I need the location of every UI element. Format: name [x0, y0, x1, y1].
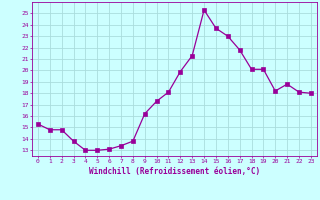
X-axis label: Windchill (Refroidissement éolien,°C): Windchill (Refroidissement éolien,°C) — [89, 167, 260, 176]
